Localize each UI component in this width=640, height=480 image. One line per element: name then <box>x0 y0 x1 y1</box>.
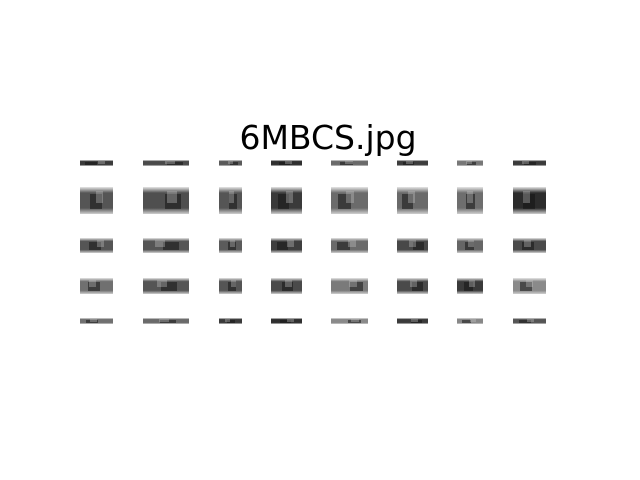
image-tile <box>80 278 113 294</box>
image-tile <box>80 318 113 324</box>
figure-title: 6MBCS.jpg <box>239 118 417 157</box>
image-tile <box>219 318 242 324</box>
image-tile <box>271 278 302 294</box>
image-tile <box>80 160 113 166</box>
image-tile <box>397 238 428 253</box>
image-tile <box>397 278 428 294</box>
image-tile <box>513 160 546 166</box>
image-tile <box>143 160 189 166</box>
image-tile <box>513 318 546 324</box>
image-tile <box>271 187 302 214</box>
image-tile <box>513 278 546 294</box>
image-tile <box>219 238 242 253</box>
image-tile <box>143 238 189 253</box>
image-tile <box>219 160 242 166</box>
image-tile <box>331 278 368 294</box>
image-tile <box>397 187 428 214</box>
image-tile <box>331 187 368 214</box>
image-tile <box>143 187 189 214</box>
image-tile <box>271 238 302 253</box>
image-tile <box>219 187 242 214</box>
image-tile <box>457 318 483 324</box>
image-tile <box>143 318 189 324</box>
image-tile <box>457 238 483 253</box>
image-tile <box>271 160 302 166</box>
image-tile <box>143 278 189 294</box>
image-tile <box>271 318 302 324</box>
image-tile <box>397 160 428 166</box>
image-tile <box>219 278 242 294</box>
image-tile <box>457 278 483 294</box>
image-tile <box>397 318 428 324</box>
image-tile <box>331 318 368 324</box>
image-tile <box>457 160 483 166</box>
image-tile <box>331 160 368 166</box>
image-tile <box>513 187 546 214</box>
image-tile <box>80 238 113 253</box>
image-tile <box>457 187 483 214</box>
image-tile <box>80 187 113 214</box>
image-tile <box>513 238 546 253</box>
image-tile <box>331 238 368 253</box>
